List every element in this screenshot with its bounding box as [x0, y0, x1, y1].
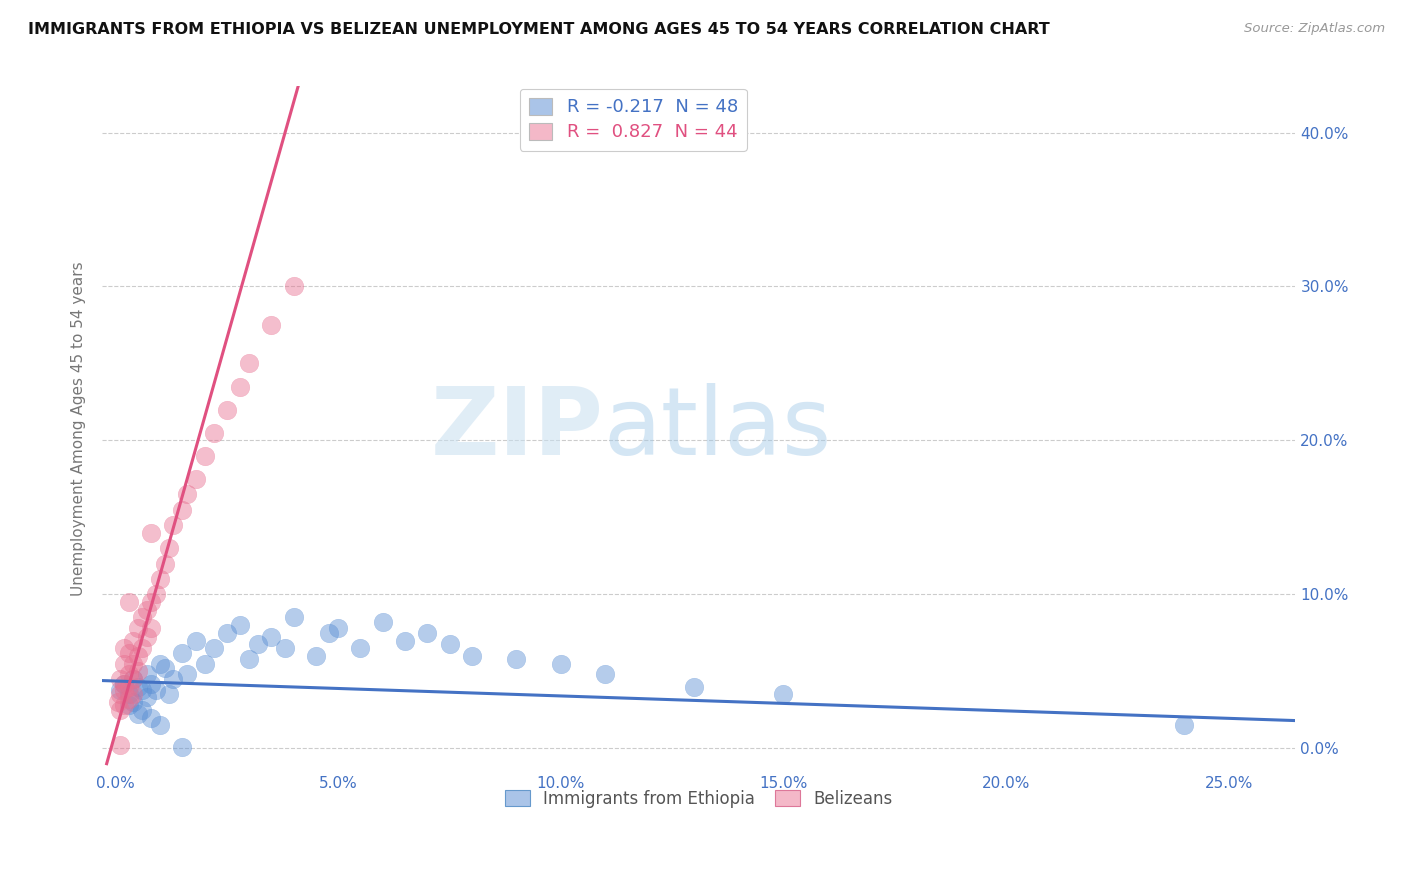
Point: [114, 682, 136, 697]
Point: [238, 356, 260, 370]
Point: [283, 610, 305, 624]
Point: [127, 665, 149, 679]
Point: [127, 648, 149, 663]
Point: [153, 661, 176, 675]
Point: [122, 672, 145, 686]
Point: [122, 672, 145, 686]
Point: [172, 502, 194, 516]
Point: [141, 710, 163, 724]
Point: [683, 680, 706, 694]
Point: [157, 687, 180, 701]
Point: [114, 676, 136, 690]
Point: [215, 625, 238, 640]
Point: [595, 667, 617, 681]
Point: [122, 695, 145, 709]
Point: [283, 279, 305, 293]
Point: [172, 739, 194, 754]
Point: [118, 687, 141, 701]
Point: [416, 625, 439, 640]
Point: [141, 621, 163, 635]
Point: [114, 698, 136, 713]
Point: [194, 657, 217, 671]
Point: [135, 603, 157, 617]
Point: [328, 621, 350, 635]
Point: [135, 667, 157, 681]
Point: [135, 690, 157, 705]
Point: [274, 641, 297, 656]
Text: Source: ZipAtlas.com: Source: ZipAtlas.com: [1244, 22, 1385, 36]
Legend: Immigrants from Ethiopia, Belizeans: Immigrants from Ethiopia, Belizeans: [498, 783, 900, 814]
Point: [141, 525, 163, 540]
Point: [184, 472, 207, 486]
Point: [215, 402, 238, 417]
Text: ZIP: ZIP: [430, 383, 603, 475]
Point: [114, 641, 136, 656]
Point: [157, 541, 180, 556]
Point: [260, 318, 283, 332]
Point: [122, 657, 145, 671]
Point: [202, 425, 225, 440]
Point: [1173, 718, 1195, 732]
Point: [108, 687, 131, 701]
Point: [202, 641, 225, 656]
Point: [108, 703, 131, 717]
Point: [145, 587, 167, 601]
Point: [184, 633, 207, 648]
Point: [149, 718, 172, 732]
Point: [371, 615, 394, 629]
Point: [118, 698, 141, 713]
Point: [108, 672, 131, 686]
Point: [127, 707, 149, 722]
Point: [162, 672, 184, 686]
Point: [439, 637, 461, 651]
Point: [118, 646, 141, 660]
Point: [172, 646, 194, 660]
Point: [305, 648, 328, 663]
Point: [131, 682, 153, 697]
Point: [108, 738, 131, 752]
Point: [153, 557, 176, 571]
Point: [229, 618, 252, 632]
Point: [107, 695, 129, 709]
Point: [394, 633, 416, 648]
Point: [550, 657, 572, 671]
Point: [238, 652, 260, 666]
Point: [122, 633, 145, 648]
Point: [162, 518, 184, 533]
Point: [135, 631, 157, 645]
Point: [461, 648, 484, 663]
Point: [127, 621, 149, 635]
Point: [108, 682, 131, 697]
Point: [118, 680, 141, 694]
Point: [122, 687, 145, 701]
Point: [118, 692, 141, 706]
Point: [318, 625, 340, 640]
Point: [176, 487, 198, 501]
Point: [131, 703, 153, 717]
Point: [127, 680, 149, 694]
Point: [141, 676, 163, 690]
Point: [260, 631, 283, 645]
Point: [247, 637, 270, 651]
Point: [149, 657, 172, 671]
Point: [118, 595, 141, 609]
Y-axis label: Unemployment Among Ages 45 to 54 years: Unemployment Among Ages 45 to 54 years: [72, 261, 86, 596]
Point: [194, 449, 217, 463]
Point: [229, 379, 252, 393]
Point: [118, 667, 141, 681]
Point: [772, 687, 794, 701]
Text: atlas: atlas: [603, 383, 831, 475]
Point: [114, 657, 136, 671]
Point: [349, 641, 371, 656]
Point: [149, 572, 172, 586]
Point: [131, 610, 153, 624]
Text: IMMIGRANTS FROM ETHIOPIA VS BELIZEAN UNEMPLOYMENT AMONG AGES 45 TO 54 YEARS CORR: IMMIGRANTS FROM ETHIOPIA VS BELIZEAN UNE…: [28, 22, 1050, 37]
Point: [114, 676, 136, 690]
Point: [505, 652, 527, 666]
Point: [141, 595, 163, 609]
Point: [131, 641, 153, 656]
Point: [176, 667, 198, 681]
Point: [145, 682, 167, 697]
